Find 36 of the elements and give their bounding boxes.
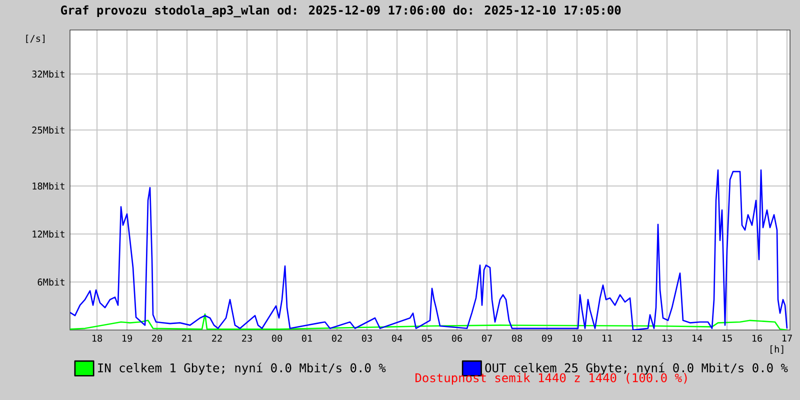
x-tick-label: 02 bbox=[332, 334, 342, 342]
x-tick-label: 00 bbox=[272, 334, 282, 342]
x-tick-label: 20 bbox=[152, 334, 162, 342]
x-tick-label: 01 bbox=[302, 334, 312, 342]
x-tick-label: 05 bbox=[422, 334, 432, 342]
y-axis-title: [/s] bbox=[26, 34, 45, 44]
x-tick-label: 17 bbox=[782, 334, 792, 342]
x-tick-label: 15 bbox=[722, 334, 732, 342]
chart-title: Graf provozu stodola_ap3_wlan od: 2025-12-09 17:06:00 do: 2025-12-10 17:05:00 bbox=[61, 5, 621, 18]
x-tick-label: 10 bbox=[572, 334, 582, 342]
y-tick-label: 18Mbit bbox=[32, 182, 64, 190]
x-tick-label: 23 bbox=[242, 334, 252, 342]
x-tick-label: 08 bbox=[512, 334, 522, 342]
x-tick-label: 16 bbox=[752, 334, 762, 342]
text: Dostupnost semik 1440 z 1440 (100.0 %) bbox=[416, 373, 687, 385]
x-tick-label: 13 bbox=[662, 334, 672, 342]
x-tick-label: 22 bbox=[212, 334, 222, 342]
x-tick-label: 06 bbox=[452, 334, 462, 342]
legend-label: IN celkem 1 Gbyte; nyní 0.0 Mbit/s 0.0 % bbox=[98, 362, 386, 375]
y-tick-label: 32Mbit bbox=[32, 70, 64, 78]
x-tick-label: 07 bbox=[482, 334, 492, 342]
x-tick-label: 18 bbox=[92, 334, 102, 342]
y-tick-label: 12Mbit bbox=[32, 230, 64, 238]
x-tick-label: 09 bbox=[542, 334, 552, 342]
x-tick-label: 03 bbox=[362, 334, 372, 342]
x-tick-label: 21 bbox=[182, 334, 192, 342]
x-axis-title: [h] bbox=[770, 345, 784, 354]
x-tick-label: 14 bbox=[692, 334, 702, 342]
x-tick-label: 12 bbox=[632, 334, 642, 342]
x-tick-label: 04 bbox=[392, 334, 402, 342]
y-tick-label: 25Mbit bbox=[32, 126, 64, 134]
line-series bbox=[70, 313, 788, 330]
x-tick-label: 11 bbox=[602, 334, 612, 342]
x-tick-label: 19 bbox=[122, 334, 132, 342]
y-tick-label: 6Mbit bbox=[38, 278, 64, 286]
line-series bbox=[70, 169, 788, 330]
